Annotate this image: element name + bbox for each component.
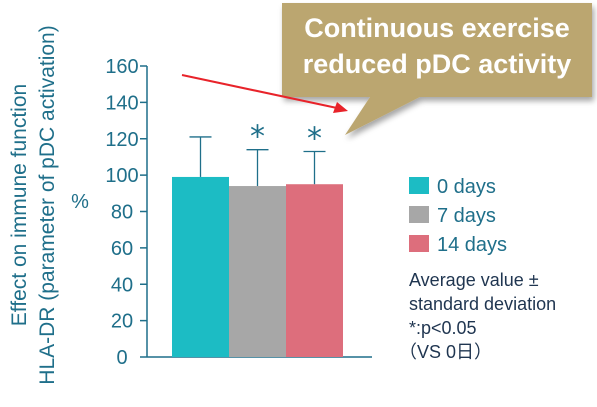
y-axis-label-line-1: Effect on immune function bbox=[8, 84, 31, 326]
y-axis-unit: % bbox=[71, 191, 89, 213]
legend-label: 14 days bbox=[437, 234, 507, 256]
y-tick-label: 120 bbox=[105, 129, 138, 151]
legend-swatch bbox=[409, 177, 429, 194]
note-line-3: *:p<0.05 bbox=[409, 318, 477, 338]
y-tick-label: 140 bbox=[105, 92, 138, 114]
y-tick-label: 80 bbox=[111, 202, 133, 224]
y-tick-label: 20 bbox=[111, 311, 133, 333]
callout-bubble bbox=[282, 3, 592, 135]
y-tick-label: 40 bbox=[111, 274, 133, 296]
bar-14-days bbox=[286, 184, 343, 357]
arrow bbox=[181, 74, 348, 113]
y-axis-label-line-2: HLA-DR (parameter of pDC activation) bbox=[36, 25, 59, 384]
significance-star: * bbox=[250, 120, 265, 155]
y-tick-label: 160 bbox=[105, 56, 138, 78]
callout-line-1: Continuous exercise bbox=[304, 13, 570, 43]
significance-star: * bbox=[307, 121, 322, 156]
note-line-2: standard deviation bbox=[409, 294, 556, 314]
note-line-4: （VS 0日） bbox=[399, 342, 492, 362]
note-line-1: Average value ± bbox=[409, 270, 539, 290]
y-tick-label: 100 bbox=[105, 165, 138, 187]
legend-swatch bbox=[409, 206, 429, 223]
legend-label: 7 days bbox=[437, 205, 496, 227]
callout-line-2: reduced pDC activity bbox=[303, 49, 572, 79]
legend-label: 0 days bbox=[437, 176, 496, 198]
bar-0-days bbox=[172, 176, 229, 357]
y-tick-label: 0 bbox=[116, 347, 127, 369]
legend-swatch bbox=[409, 235, 429, 252]
bar-7-days bbox=[229, 186, 286, 357]
y-tick-label: 60 bbox=[111, 238, 133, 260]
